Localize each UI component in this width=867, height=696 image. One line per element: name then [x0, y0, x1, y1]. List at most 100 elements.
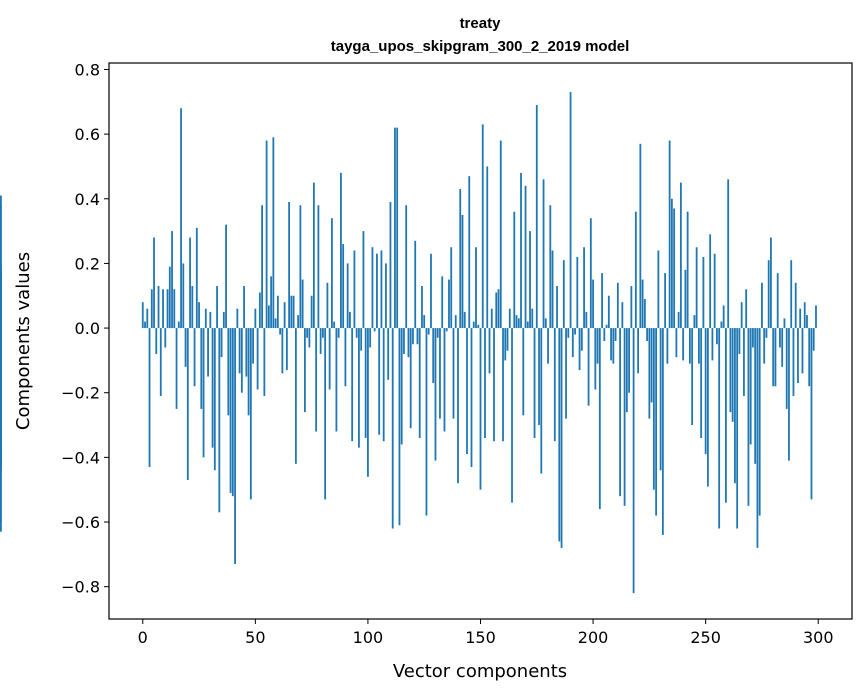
- x-tick-label: 50: [245, 628, 265, 647]
- bar-209: [612, 328, 615, 364]
- bar-55: [265, 140, 268, 329]
- bar-178: [542, 179, 545, 329]
- bar-204: [601, 273, 603, 329]
- bar-180: [547, 328, 549, 364]
- bar-273: [756, 328, 759, 548]
- y-tick-label: 0.2: [75, 254, 100, 273]
- bar-4: [150, 289, 153, 329]
- y-axis-ticks: −0.8 −0.6 −0.4 −0.2 0.0 0.2 0.4 0.6 0.8: [61, 60, 109, 597]
- bar-75: [310, 295, 313, 329]
- bar-200: [592, 279, 594, 329]
- bar-242: [686, 211, 689, 329]
- bar-190: [569, 92, 572, 329]
- bar-250: [704, 328, 707, 455]
- bar-170: [524, 185, 527, 329]
- bar-5: [153, 237, 155, 329]
- bar-32: [213, 328, 216, 471]
- bar-153: [486, 166, 489, 329]
- bar-23: [193, 328, 196, 387]
- bar-197: [585, 311, 588, 329]
- bar-38: [227, 328, 230, 416]
- bar-undefined: [0, 324, 2, 329]
- bar-240: [682, 328, 685, 361]
- bar-133: [441, 276, 444, 329]
- bar-128: [430, 253, 432, 329]
- bar-214: [623, 328, 626, 506]
- bar-192: [574, 328, 576, 335]
- bar-199: [589, 218, 592, 329]
- bar-96: [358, 328, 360, 448]
- bar-127: [427, 328, 430, 335]
- bar-195: [580, 328, 583, 351]
- bar-114: [398, 328, 401, 526]
- bar-141: [459, 189, 462, 329]
- bar-135: [445, 328, 448, 332]
- bar-45: [243, 286, 245, 329]
- bar-274: [758, 328, 761, 516]
- bar-207: [607, 295, 610, 329]
- bar-236: [673, 208, 676, 329]
- bar-269: [747, 328, 750, 506]
- bar-30: [209, 311, 212, 329]
- bar-116: [403, 328, 405, 354]
- bar-20: [186, 328, 189, 480]
- bar-145: [468, 176, 471, 329]
- bar-149: [477, 324, 480, 329]
- bar-176: [538, 328, 540, 426]
- x-tick-label: 0: [138, 628, 148, 647]
- bar-277: [765, 328, 768, 338]
- bar-72: [303, 328, 306, 413]
- bar-154: [488, 328, 491, 374]
- bar-15: [175, 328, 178, 409]
- bar-67: [292, 295, 295, 329]
- x-axis-label: Vector components: [393, 661, 567, 682]
- bar-122: [416, 328, 419, 345]
- bar-206: [605, 324, 608, 329]
- bar-121: [414, 240, 417, 329]
- bar-58: [272, 137, 275, 329]
- bar-208: [610, 328, 612, 361]
- bars-group: [0, 92, 817, 594]
- bar-186: [560, 328, 563, 548]
- bar-289: [792, 328, 795, 396]
- bar-41: [234, 328, 236, 565]
- bar-52: [258, 292, 261, 329]
- bar-256: [718, 328, 721, 529]
- bar-79: [319, 328, 322, 354]
- bar-189: [567, 328, 570, 338]
- bar-155: [490, 308, 493, 329]
- bar-158: [497, 289, 500, 329]
- bar-225: [648, 328, 651, 419]
- bar-238: [677, 311, 680, 329]
- bar-263: [734, 328, 736, 484]
- bar-295: [806, 315, 808, 329]
- bar-222: [641, 279, 644, 329]
- bar-288: [790, 260, 793, 329]
- y-axis-label: Components values: [13, 252, 34, 430]
- bar-151: [481, 124, 484, 329]
- bar-107: [382, 328, 385, 442]
- bar-144: [466, 328, 468, 455]
- bar-106: [380, 250, 383, 329]
- bar-34: [218, 328, 221, 513]
- bar-184: [556, 286, 558, 329]
- bar-280: [772, 328, 775, 387]
- bar-198: [587, 328, 590, 406]
- bar-112: [394, 127, 396, 329]
- x-axis-ticks: 0 50 100 150 200 250 300: [138, 619, 834, 647]
- bar-282: [776, 273, 779, 329]
- bar-77: [315, 328, 318, 432]
- bar-71: [301, 279, 304, 329]
- bar-244: [691, 328, 694, 426]
- bar-215: [625, 328, 628, 413]
- bar-161: [504, 328, 507, 361]
- bar-217: [630, 286, 633, 329]
- bar-212: [619, 328, 621, 497]
- bar-143: [463, 311, 466, 329]
- bar-165: [513, 211, 516, 329]
- bar-292: [799, 308, 802, 329]
- bar-7: [157, 286, 160, 329]
- bar-254: [713, 253, 716, 329]
- bar-66: [290, 295, 293, 329]
- bar-177: [540, 328, 543, 474]
